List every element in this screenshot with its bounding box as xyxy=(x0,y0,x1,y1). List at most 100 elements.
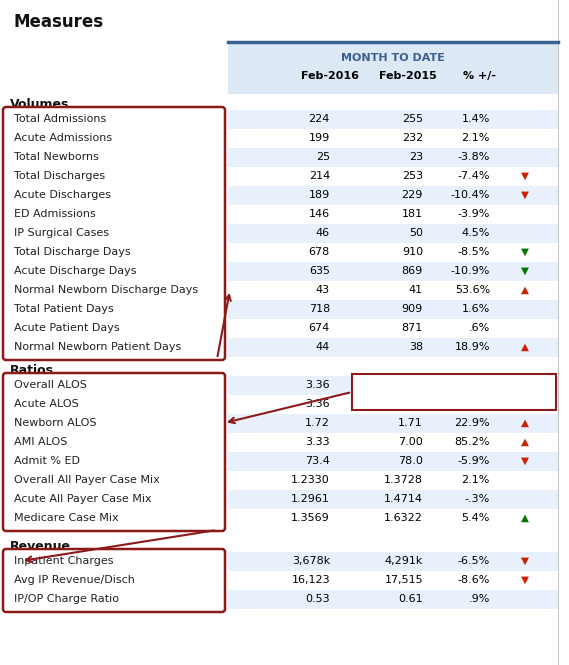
Text: 44: 44 xyxy=(316,342,330,352)
Text: 1.2961: 1.2961 xyxy=(291,494,330,504)
Text: 1.2330: 1.2330 xyxy=(291,475,330,485)
Text: -10.4%: -10.4% xyxy=(451,190,490,200)
Text: 43: 43 xyxy=(316,285,330,295)
Text: 46: 46 xyxy=(316,228,330,238)
Text: 6%: 6% xyxy=(472,399,490,409)
Text: 181: 181 xyxy=(402,209,423,219)
Text: 3.36: 3.36 xyxy=(306,399,330,409)
Text: 635: 635 xyxy=(309,266,330,276)
Text: 189: 189 xyxy=(309,190,330,200)
Text: 909: 909 xyxy=(402,304,423,314)
Text: 1.3569: 1.3569 xyxy=(291,513,330,523)
Text: ▼: ▼ xyxy=(521,266,529,276)
Text: ▲: ▲ xyxy=(521,418,529,428)
Text: -7.4%: -7.4% xyxy=(457,171,490,181)
Text: -8.6%: -8.6% xyxy=(457,575,490,585)
Text: -3.8%: -3.8% xyxy=(457,152,490,162)
Text: Inpatient Charges: Inpatient Charges xyxy=(14,556,113,566)
Text: ▲: ▲ xyxy=(521,437,529,447)
Text: 232: 232 xyxy=(402,133,423,143)
Text: 17,515: 17,515 xyxy=(385,575,423,585)
Text: 3.36: 3.36 xyxy=(306,380,330,390)
Text: 73.4: 73.4 xyxy=(305,456,330,466)
Text: Measures: Measures xyxy=(418,384,490,400)
Text: 253: 253 xyxy=(402,171,423,181)
Text: .6%: .6% xyxy=(469,323,490,333)
Bar xyxy=(228,490,558,509)
Text: Acute Patient Days: Acute Patient Days xyxy=(14,323,119,333)
Text: Acute All Payer Case Mix: Acute All Payer Case Mix xyxy=(14,494,151,504)
Text: 2.1%: 2.1% xyxy=(461,133,490,143)
Text: ▲: ▲ xyxy=(521,285,529,295)
Text: 16,123: 16,123 xyxy=(291,575,330,585)
Text: ▲: ▲ xyxy=(521,342,529,352)
Text: 146: 146 xyxy=(309,209,330,219)
Text: 1.4714: 1.4714 xyxy=(384,494,423,504)
Text: 22.9%: 22.9% xyxy=(455,418,490,428)
Text: 85.2%: 85.2% xyxy=(455,437,490,447)
Text: 0.53: 0.53 xyxy=(306,594,330,604)
Text: ▼: ▼ xyxy=(521,247,529,257)
Text: 718: 718 xyxy=(309,304,330,314)
Text: Acute Discharges: Acute Discharges xyxy=(14,190,111,200)
Text: Total Discharge Days: Total Discharge Days xyxy=(14,247,131,257)
Text: ▼: ▼ xyxy=(521,190,529,200)
Bar xyxy=(228,552,558,571)
Text: MONTH TO DATE: MONTH TO DATE xyxy=(341,53,445,63)
Bar xyxy=(228,452,558,471)
Text: -10.9%: -10.9% xyxy=(451,266,490,276)
Text: Acute Discharge Days: Acute Discharge Days xyxy=(14,266,137,276)
Text: 5.4%: 5.4% xyxy=(461,513,490,523)
Text: ▼: ▼ xyxy=(521,575,529,585)
Text: 38: 38 xyxy=(409,342,423,352)
Text: 0.61: 0.61 xyxy=(398,594,423,604)
Text: 7.00: 7.00 xyxy=(398,437,423,447)
Text: 1.3728: 1.3728 xyxy=(384,475,423,485)
Text: Ratios: Ratios xyxy=(10,364,54,378)
Text: 23: 23 xyxy=(409,152,423,162)
Text: 871: 871 xyxy=(402,323,423,333)
Text: IP/OP Charge Ratio: IP/OP Charge Ratio xyxy=(14,594,119,604)
Text: Medicare Case Mix: Medicare Case Mix xyxy=(14,513,118,523)
Text: 3.33: 3.33 xyxy=(306,437,330,447)
Text: 4.5%: 4.5% xyxy=(461,228,490,238)
Text: ED Admissions: ED Admissions xyxy=(14,209,96,219)
Text: Revenue: Revenue xyxy=(10,541,71,553)
Bar xyxy=(228,262,558,281)
Text: 1.6322: 1.6322 xyxy=(384,513,423,523)
Text: Measures: Measures xyxy=(14,13,104,31)
Text: Total Discharges: Total Discharges xyxy=(14,171,105,181)
Text: AMI ALOS: AMI ALOS xyxy=(14,437,67,447)
Text: 678: 678 xyxy=(309,247,330,257)
Text: 1.72: 1.72 xyxy=(305,418,330,428)
Text: Acute ALOS: Acute ALOS xyxy=(14,399,79,409)
Text: 1.6%: 1.6% xyxy=(462,304,490,314)
Text: 78.0: 78.0 xyxy=(398,456,423,466)
Text: 3,678k: 3,678k xyxy=(292,556,330,566)
Text: Volumes: Volumes xyxy=(10,98,69,112)
Bar xyxy=(228,590,558,609)
Bar xyxy=(228,148,558,167)
Text: Overall All Payer Case Mix: Overall All Payer Case Mix xyxy=(14,475,160,485)
Text: 25: 25 xyxy=(316,152,330,162)
Text: -5.9%: -5.9% xyxy=(457,456,490,466)
Text: 1.4%: 1.4% xyxy=(461,114,490,124)
Text: Normal Newborn Discharge Days: Normal Newborn Discharge Days xyxy=(14,285,198,295)
Bar xyxy=(228,186,558,205)
Text: 50: 50 xyxy=(409,228,423,238)
Text: -6.5%: -6.5% xyxy=(457,556,490,566)
Text: 214: 214 xyxy=(309,171,330,181)
Text: Total Patient Days: Total Patient Days xyxy=(14,304,114,314)
Text: Avg IP Revenue/Disch: Avg IP Revenue/Disch xyxy=(14,575,135,585)
Text: .9%: .9% xyxy=(469,594,490,604)
Bar xyxy=(352,374,556,410)
Text: 53.6%: 53.6% xyxy=(455,285,490,295)
Text: Feb-2015: Feb-2015 xyxy=(379,71,437,81)
Text: Total Newborns: Total Newborns xyxy=(14,152,99,162)
Text: ▲: ▲ xyxy=(521,513,529,523)
Text: 6%: 6% xyxy=(472,380,490,390)
Text: 199: 199 xyxy=(309,133,330,143)
Text: Total Admissions: Total Admissions xyxy=(14,114,106,124)
Text: 1.71: 1.71 xyxy=(398,418,423,428)
Text: Admit % ED: Admit % ED xyxy=(14,456,80,466)
